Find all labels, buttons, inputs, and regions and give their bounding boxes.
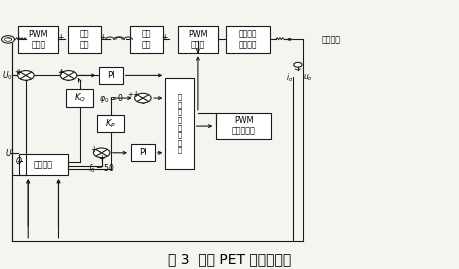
Bar [18, 154, 68, 175]
Bar [165, 78, 193, 169]
Text: PWM
脉冲发生器: PWM 脉冲发生器 [231, 116, 255, 136]
Text: ~: ~ [5, 36, 11, 43]
Text: PI: PI [107, 71, 114, 80]
Bar [68, 26, 101, 53]
Text: +: + [90, 145, 97, 154]
Text: PWM
逆变器: PWM 逆变器 [188, 30, 207, 49]
Circle shape [293, 62, 302, 67]
Text: $Q$: $Q$ [15, 155, 23, 167]
Text: 公共母线: 公共母线 [321, 35, 340, 44]
Text: $f_0=50$: $f_0=50$ [88, 162, 115, 175]
Text: 高频
逆变: 高频 逆变 [80, 30, 89, 49]
Text: -: - [67, 76, 70, 85]
Bar [99, 67, 123, 84]
Text: +: + [98, 154, 105, 163]
Bar [226, 26, 270, 53]
Bar [18, 26, 58, 53]
Text: $K_Q$: $K_Q$ [73, 92, 85, 104]
Text: +: + [132, 90, 138, 99]
Text: +: + [58, 69, 64, 75]
Text: -: - [24, 76, 28, 85]
Text: 滤波器及
限流电抗: 滤波器及 限流电抗 [239, 30, 257, 49]
Text: +: + [162, 33, 168, 42]
Text: -: - [141, 99, 144, 108]
Text: 图 3  单台 PET 控制原理图: 图 3 单台 PET 控制原理图 [168, 253, 291, 267]
Text: 电量计算: 电量计算 [34, 160, 53, 169]
Text: $U_0$: $U_0$ [2, 69, 13, 82]
Circle shape [60, 70, 77, 80]
Bar [97, 115, 124, 132]
Text: $i_o$: $i_o$ [285, 72, 293, 84]
Bar [177, 26, 218, 53]
Text: +: + [99, 33, 106, 42]
Text: $\varphi_0=0$: $\varphi_0=0$ [98, 91, 123, 105]
Text: PI: PI [139, 148, 146, 157]
Text: +: + [15, 68, 21, 77]
Text: +: + [57, 68, 64, 77]
Circle shape [2, 36, 14, 43]
Text: $u_o$: $u_o$ [303, 73, 313, 83]
Text: 高频
整流: 高频 整流 [141, 30, 151, 49]
Bar [216, 113, 271, 139]
Circle shape [287, 38, 291, 41]
Text: +: + [15, 69, 21, 75]
Circle shape [17, 70, 34, 80]
Text: +: + [57, 33, 63, 42]
Text: 形
成
正
弦
调
制
信
号: 形 成 正 弦 调 制 信 号 [177, 94, 181, 153]
Text: $K_P$: $K_P$ [105, 117, 116, 130]
Circle shape [93, 148, 110, 158]
Circle shape [134, 93, 151, 103]
Text: +: + [127, 92, 133, 98]
Text: $U$: $U$ [5, 147, 13, 158]
Bar [131, 144, 155, 161]
Text: PWM
整流器: PWM 整流器 [28, 30, 48, 49]
Bar [66, 89, 93, 107]
Bar [130, 26, 162, 53]
